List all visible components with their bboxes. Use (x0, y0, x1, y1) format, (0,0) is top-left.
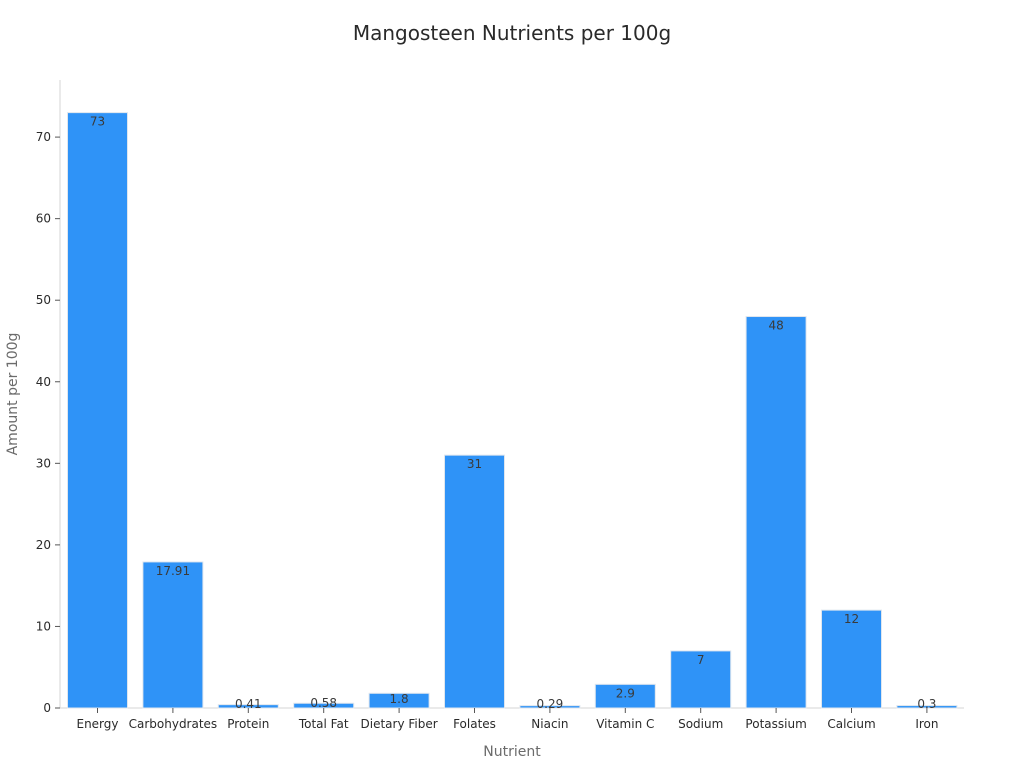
chart-title: Mangosteen Nutrients per 100g (353, 21, 671, 45)
data-label: 17.91 (156, 564, 190, 578)
x-tick-label: Folates (453, 717, 496, 731)
data-label: 12 (844, 612, 859, 626)
bar-carbohydrates[interactable] (142, 561, 204, 709)
x-tick-label: Calcium (827, 717, 875, 731)
x-tick-label: Niacin (531, 717, 568, 731)
x-tick-label: Energy (76, 717, 118, 731)
data-label: 0.41 (235, 697, 262, 711)
bar-potassium[interactable] (745, 316, 807, 709)
data-label: 0.29 (537, 697, 564, 711)
data-label: 7 (697, 653, 705, 667)
x-tick-label: Carbohydrates (129, 717, 218, 731)
x-tick-label: Dietary Fiber (361, 717, 438, 731)
bars-group: 73 17.91 0.41 0.58 1.8 31 0.29 2.9 7 48 12 0.3 (67, 112, 958, 711)
y-axis-ticks: 0 10 20 30 40 50 60 70 (36, 130, 60, 715)
bar-calcium[interactable] (821, 609, 882, 709)
data-label: 1.8 (390, 692, 409, 706)
bar-energy[interactable] (67, 112, 128, 709)
x-tick-label: Potassium (745, 717, 806, 731)
y-axis-label: Amount per 100g (5, 333, 21, 456)
x-tick-label: Sodium (678, 717, 723, 731)
data-label: 31 (467, 457, 482, 471)
x-tick-label: Protein (227, 717, 269, 731)
data-label: 2.9 (616, 686, 635, 700)
data-label: 73 (90, 115, 105, 129)
y-tick-label: 70 (36, 130, 51, 144)
y-tick-label: 30 (36, 456, 51, 470)
y-tick-label: 50 (36, 293, 51, 307)
data-label: 0.58 (310, 696, 337, 710)
x-axis-label: Nutrient (483, 744, 541, 760)
x-tick-label: Total Fat (298, 717, 349, 731)
data-label: 48 (768, 319, 783, 333)
bar-folates[interactable] (444, 454, 505, 709)
y-tick-label: 60 (36, 212, 51, 226)
x-axis-ticks: Energy Carbohydrates Protein Total Fat Dieta… (76, 708, 938, 731)
y-tick-label: 0 (43, 701, 51, 715)
y-tick-label: 10 (36, 619, 51, 633)
y-tick-label: 20 (36, 538, 51, 552)
x-tick-label: Vitamin C (596, 717, 654, 731)
data-label: 0.3 (917, 697, 936, 711)
bar-sodium[interactable] (670, 650, 732, 709)
x-tick-label: Iron (915, 717, 938, 731)
y-tick-label: 40 (36, 375, 51, 389)
